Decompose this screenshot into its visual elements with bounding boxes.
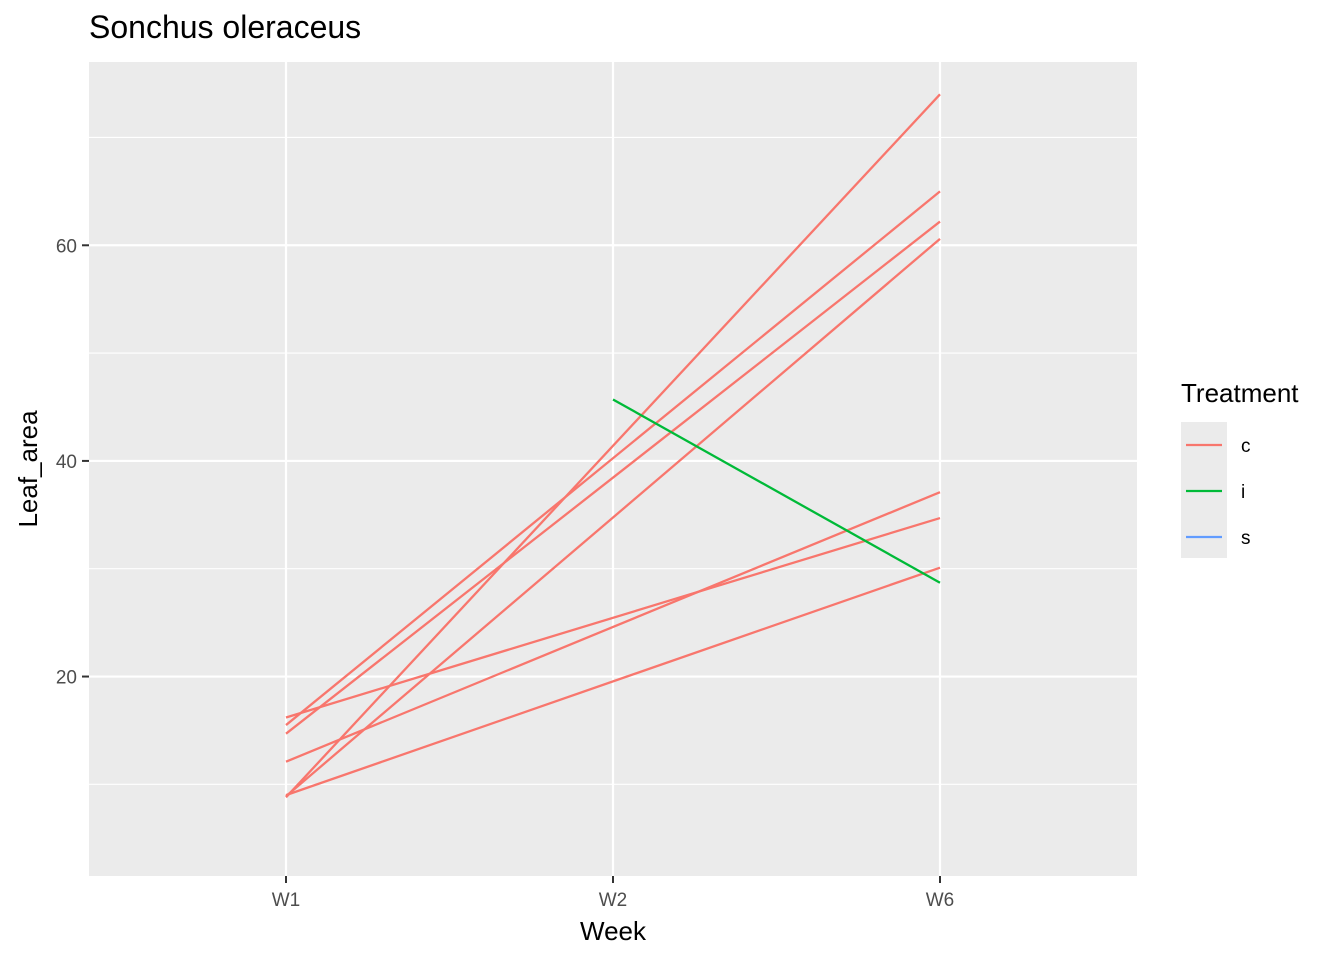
legend-label-c: c [1241, 436, 1251, 457]
y-axis-title: Leaf_area [13, 410, 43, 528]
series-line-c-7 [285, 566, 941, 797]
tick-layer: 20 40 60 W1 W2 W6 [56, 236, 954, 911]
series-line-i-8 [612, 398, 941, 584]
legend-title: Treatment [1181, 378, 1299, 408]
legend-label-s: s [1241, 528, 1251, 549]
y-tick-label: 20 [56, 668, 77, 689]
legend-label-i: i [1241, 482, 1245, 503]
series-line-c-5 [285, 491, 941, 763]
series-line-c-6 [285, 516, 941, 719]
x-tick-label: W6 [926, 890, 955, 911]
series-line-c-3 [285, 220, 941, 735]
series-line-c-1 [285, 93, 941, 799]
series-line-c-4 [285, 237, 941, 798]
legend: Treatment c i s [1181, 378, 1299, 558]
y-tick-label: 60 [56, 236, 77, 257]
x-tick-label: W1 [272, 890, 301, 911]
series-line-c-2 [285, 190, 941, 726]
y-tick-label: 40 [56, 452, 77, 473]
chart-title: Sonchus oleraceus [89, 9, 361, 45]
x-axis-title: Week [580, 916, 647, 946]
grid-layer [89, 62, 1137, 876]
series-layer [285, 93, 941, 799]
x-tick-label: W2 [599, 890, 628, 911]
